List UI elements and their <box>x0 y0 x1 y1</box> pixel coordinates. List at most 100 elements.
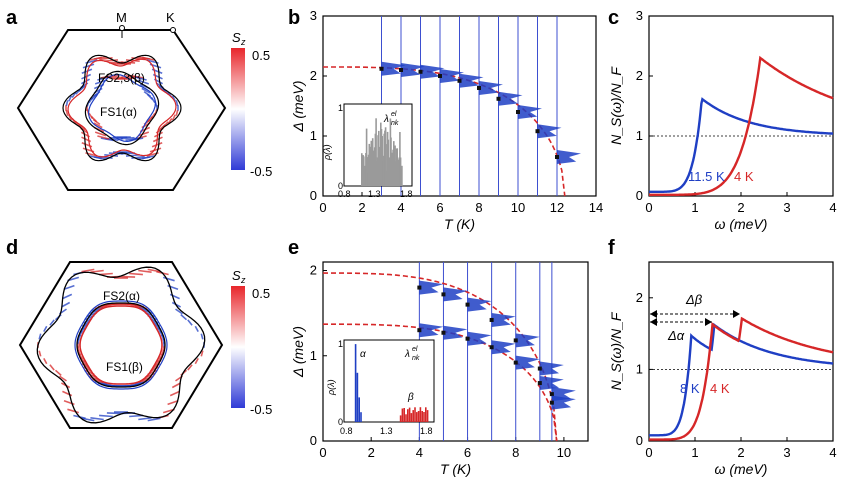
spin-vector <box>99 414 113 418</box>
inset-e-xtick-1: 1.3 <box>380 426 393 436</box>
x-tick-label: 10 <box>511 200 525 215</box>
spin-vector <box>154 131 163 138</box>
panel-a: a M K FS2,3(β) FS1(α) S z 0.5 -0.5 <box>6 7 272 191</box>
x-tick-label: 14 <box>589 200 603 215</box>
histogram-bar <box>401 408 404 422</box>
dos-series-line <box>649 55 834 196</box>
spin-vector <box>194 358 199 365</box>
histogram-bar <box>426 410 429 422</box>
spin-vector <box>147 417 161 422</box>
spin-vector <box>97 135 110 140</box>
fermi-surface-contour <box>76 302 166 388</box>
spin-vector <box>121 275 136 278</box>
gap-point <box>549 392 554 397</box>
spin-vector <box>65 110 69 116</box>
brillouin-zone-d <box>18 261 224 429</box>
gap-point <box>549 400 554 405</box>
spin-vector <box>71 91 77 98</box>
spin-vector <box>167 399 179 406</box>
spin-vector <box>81 73 92 80</box>
histogram-bar <box>403 408 405 422</box>
panel-letter-b: b <box>288 7 300 29</box>
x-axis-label: T (K) <box>440 461 471 477</box>
inset-b-histogram <box>361 118 403 186</box>
fermi-surface-contour <box>62 54 182 162</box>
gap-distribution <box>420 64 445 79</box>
spin-vector <box>91 378 104 384</box>
gap-point <box>537 381 542 386</box>
gap-distribution <box>479 81 503 95</box>
gap-point <box>489 317 494 322</box>
spin-vector <box>93 56 108 60</box>
colorbar-a <box>231 48 245 170</box>
x-axis-label: T (K) <box>444 216 475 232</box>
spin-vector <box>94 79 107 85</box>
x-tick-label: 4 <box>829 200 836 215</box>
gap-point <box>513 338 518 343</box>
label-fs1-beta: FS1(β) <box>106 360 143 374</box>
spin-vector <box>38 333 42 340</box>
y-tick-label: 1 <box>310 128 317 143</box>
spin-vector <box>162 338 166 345</box>
y-tick-label: 3 <box>636 8 643 23</box>
delta-beta-arrowhead-left <box>650 310 657 318</box>
histogram-bar <box>366 157 368 186</box>
spin-vector <box>61 301 71 308</box>
series-label-blue: 8 K <box>680 381 700 396</box>
gap-distribution <box>467 297 492 312</box>
x-tick-label: 4 <box>416 445 423 460</box>
plot-c: 0 1 2 3 4 0 1 2 3 ω (meV) N_S(ω)/N_F 11.5 K 4 K <box>608 8 837 232</box>
gap-distribution <box>491 312 516 327</box>
gap-distribution <box>443 287 468 302</box>
gap-point <box>489 345 494 350</box>
spin-vector <box>150 96 156 104</box>
y-tick-label: 1 <box>310 348 317 363</box>
spin-vector <box>109 76 124 80</box>
spin-vector <box>82 63 95 69</box>
colorbar-a-min: -0.5 <box>250 164 272 179</box>
spin-vector <box>49 364 55 371</box>
gap-distribution <box>539 376 564 391</box>
spin-vector <box>169 293 180 300</box>
histogram-bar <box>423 412 425 422</box>
x-tick-label: 2 <box>368 445 375 460</box>
x-tick-label: 1 <box>691 200 698 215</box>
gap-point <box>513 360 518 365</box>
x-tick-label: 0 <box>319 445 326 460</box>
spin-vector <box>81 78 90 85</box>
spin-vector <box>147 268 161 273</box>
y-tick-label: 2 <box>310 68 317 83</box>
inset-b-ytick-1: 1 <box>338 103 343 113</box>
spin-vector <box>81 268 95 273</box>
delta-beta-arrowhead-right <box>733 310 740 318</box>
gap-distribution <box>551 395 576 410</box>
x-tick-label: 8 <box>512 445 519 460</box>
gap-distribution <box>419 280 444 295</box>
spin-vector <box>88 112 94 120</box>
gap-distribution <box>381 61 406 76</box>
inset-e-lambda-sup: el <box>412 346 418 353</box>
spin-vector <box>129 272 143 276</box>
gap-distribution <box>515 355 540 370</box>
spin-vector <box>90 417 104 421</box>
x-tick-label: 6 <box>436 200 443 215</box>
gap-distribution <box>515 333 540 348</box>
histogram-bar <box>390 152 393 186</box>
inset-e-ytick-0: 0 <box>338 417 343 427</box>
dos-series-line <box>649 316 834 441</box>
spin-vector <box>149 147 162 153</box>
spin-vector <box>137 131 150 137</box>
colorbar-d-min: -0.5 <box>250 402 272 417</box>
histogram-bar <box>407 409 409 422</box>
gap-fit-curve <box>323 272 558 442</box>
plot-frame <box>322 261 589 442</box>
histogram-bar <box>356 372 359 422</box>
spin-vector <box>152 136 163 143</box>
spin-vector <box>67 408 80 414</box>
y-axis-label: Δ (meV) <box>290 81 306 133</box>
inset-e-lambda-sub: nk <box>412 355 420 362</box>
